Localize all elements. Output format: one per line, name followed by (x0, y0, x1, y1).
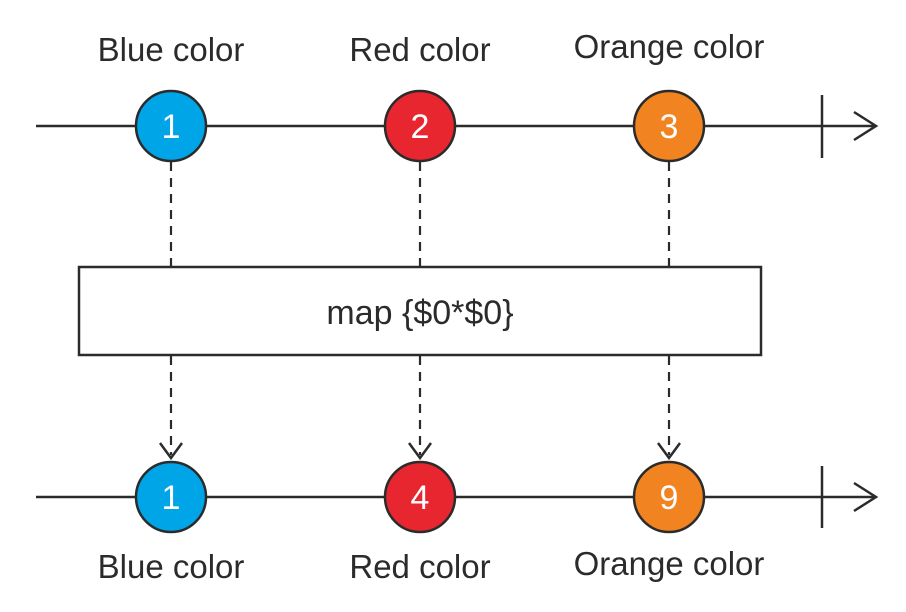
output-marbles: 1 4 9 (134, 460, 706, 534)
input-marble-3: 3 (632, 89, 706, 163)
input-marble-1: 1 (134, 89, 208, 163)
input-marble-3-value: 3 (660, 108, 679, 146)
input-label-1: Blue color (98, 31, 245, 68)
connector-output-1-arrowhead (158, 442, 184, 461)
input-marble-2: 2 (383, 89, 457, 163)
connector-output-3-arrowhead (656, 442, 682, 461)
input-marble-2-value: 2 (411, 108, 430, 146)
operator-box: map {$0*$0} (77, 265, 763, 357)
input-connectors (169, 162, 671, 266)
operator-box-frame (77, 265, 763, 357)
input-marbles: 1 2 3 (134, 89, 706, 163)
output-connectors (158, 356, 682, 461)
output-marble-3-value: 9 (660, 479, 679, 517)
output-marble-3: 9 (632, 460, 706, 534)
output-label-3: Orange color (574, 545, 765, 582)
output-marble-1-value: 1 (162, 479, 181, 517)
input-marble-1-value: 1 (162, 108, 181, 146)
output-marble-2-value: 4 (411, 479, 430, 517)
input-labels: Blue color Red color Orange color (98, 28, 765, 68)
output-marble-2: 4 (383, 460, 457, 534)
connector-output-2-arrowhead (407, 442, 433, 461)
output-marble-1: 1 (134, 460, 208, 534)
output-timeline-arrowhead (853, 481, 879, 513)
output-labels: Blue color Red color Orange color (98, 545, 765, 585)
output-label-1: Blue color (98, 548, 245, 585)
operator-label: map {$0*$0} (326, 294, 513, 332)
input-label-3: Orange color (574, 28, 765, 65)
input-label-2: Red color (349, 31, 490, 68)
input-timeline-arrowhead (853, 110, 879, 142)
output-label-2: Red color (349, 548, 490, 585)
